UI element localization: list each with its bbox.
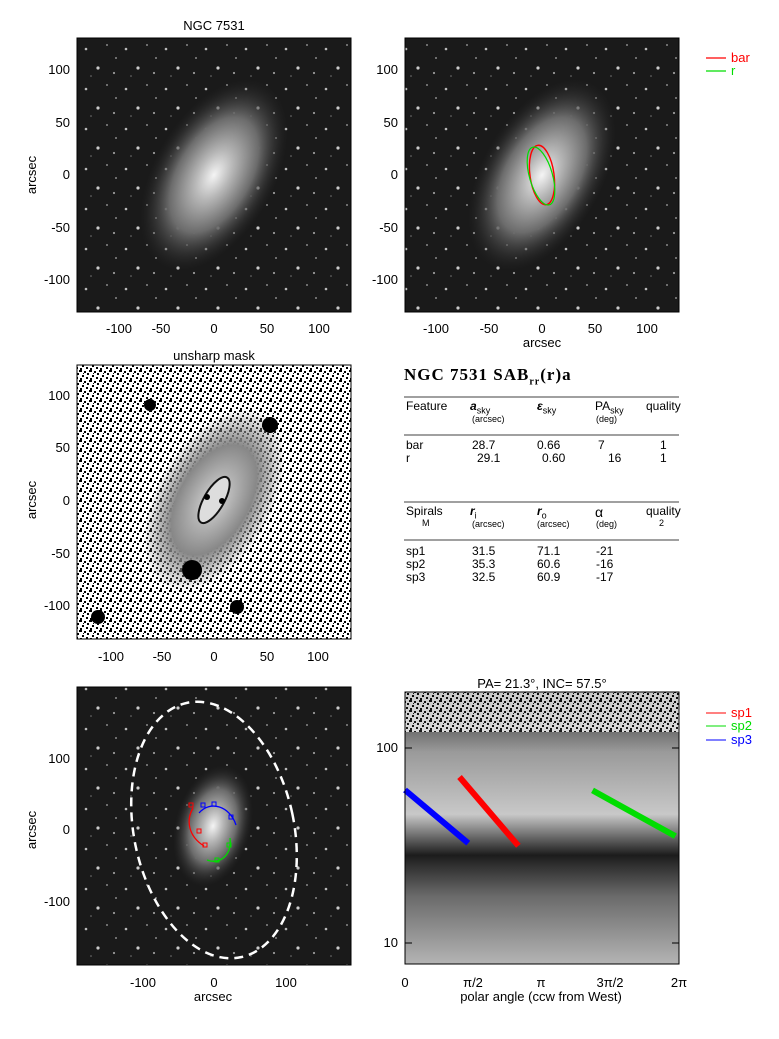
panel2-xlabel: arcsec (523, 335, 562, 350)
legend-r-label: r (731, 63, 736, 78)
spiral-arm-sp2 (206, 837, 231, 862)
panel1-ytick: 50 (56, 115, 70, 130)
panel3-xtick: 0 (210, 649, 217, 664)
panel6-xlabel: polar angle (ccw from West) (460, 989, 622, 1004)
panel2-ytick: 0 (391, 167, 398, 182)
series-line-sp2 (591, 787, 677, 839)
panel5-xtick: 0 (210, 975, 217, 990)
panel5-xtick: -100 (130, 975, 156, 990)
panel1-xtick: 0 (210, 321, 217, 336)
panel1-xtick: -50 (152, 321, 171, 336)
series-line-sp3 (403, 787, 471, 846)
panel3-ytick: 100 (48, 388, 70, 403)
spiral-arm-sp3 (198, 805, 237, 826)
panel2-ytick: 100 (376, 62, 398, 77)
panel6-ytick: 100 (376, 740, 398, 755)
panel1-title: NGC 7531 (183, 18, 244, 33)
panel3-ytick: -50 (51, 546, 70, 561)
panel1-xtick: -100 (106, 321, 132, 336)
legend-sp3-label: sp3 (731, 732, 752, 747)
panel3-xtick: 50 (260, 649, 274, 664)
panel2-ytick: 50 (384, 115, 398, 130)
panel1-xtick: 100 (308, 321, 330, 336)
panel2-ytick: -100 (372, 272, 398, 287)
panel1-ytick: 0 (63, 167, 70, 182)
series-line-sp1 (457, 775, 521, 848)
panel-ellipse-fits: arcsec -100 -50 0 50 100 100 50 0 -50 -1… (372, 37, 750, 350)
panel2-xtick: 0 (538, 321, 545, 336)
legend-sp1-label: sp1 (731, 705, 752, 720)
panel3-title: unsharp mask (173, 348, 255, 363)
panel5-ylabel: arcsec (24, 810, 39, 849)
panel3-ytick: -100 (44, 598, 70, 613)
panel6-xtick: π/2 (463, 975, 483, 990)
panel5-ytick: 100 (48, 751, 70, 766)
panel2-xtick: 100 (636, 321, 658, 336)
panel-galaxy-image: NGC 7531 arcsec -100 -50 0 50 100 100 50… (24, 18, 352, 336)
disk-ellipse (129, 700, 299, 960)
panel6-xtick: 2π (671, 975, 687, 990)
panel-spiral-arms-image: arcsec arcsec -100 0 100 100 0 -100 (24, 686, 352, 1004)
panel2-xtick: -50 (480, 321, 499, 336)
panel3-ytick: 0 (63, 493, 70, 508)
panel5-xtick: 100 (275, 975, 297, 990)
panel1-xtick: 50 (260, 321, 274, 336)
panel1-ytick: -100 (44, 272, 70, 287)
panel3-ylabel: arcsec (24, 480, 39, 519)
panel5-ytick: -100 (44, 894, 70, 909)
ring-ellipse (526, 146, 556, 206)
panel5-ytick: 0 (63, 822, 70, 837)
panel6-xtick: 0 (401, 975, 408, 990)
panel1-ytick: 100 (48, 62, 70, 77)
panel5-xlabel: arcsec (194, 989, 233, 1004)
panel2-ytick: -50 (379, 220, 398, 235)
panel3-xtick: -50 (153, 649, 172, 664)
panel6-xtick: 3π/2 (596, 975, 623, 990)
panel3-xtick: 100 (307, 649, 329, 664)
panel6-ytick: 10 (384, 935, 398, 950)
panel1-ytick: -50 (51, 220, 70, 235)
panel2-xtick: -100 (423, 321, 449, 336)
legend-bar-label: bar (731, 50, 750, 65)
panel6-xtick: π (537, 975, 546, 990)
panel-polar-plot: PA= 21.3°, INC= 57.5° polar angle (ccw f… (376, 676, 752, 1004)
panel3-xtick: -100 (98, 649, 124, 664)
table-rules (404, 396, 679, 541)
panel6-title: PA= 21.3°, INC= 57.5° (477, 676, 606, 691)
legend-sp2-label: sp2 (731, 718, 752, 733)
panel2-xtick: 50 (588, 321, 602, 336)
panel1-ylabel: arcsec (24, 155, 39, 194)
panel3-ytick: 50 (56, 440, 70, 455)
spiral-arm-sp1 (188, 807, 205, 847)
panel-unsharp-mask: unsharp mask arcsec -100 -50 0 50 100 10… (24, 348, 352, 664)
